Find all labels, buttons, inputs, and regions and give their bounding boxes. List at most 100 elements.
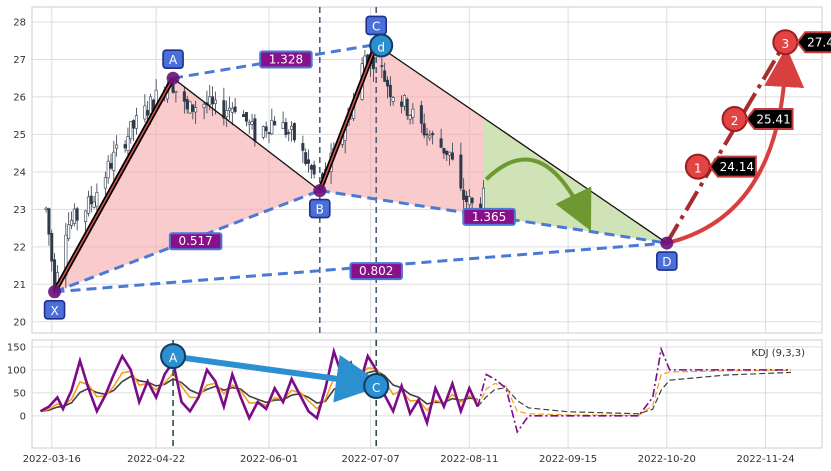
- candle-body: [225, 110, 229, 118]
- candle-body: [92, 201, 96, 208]
- candle-body: [188, 101, 192, 114]
- candle-body: [230, 108, 234, 113]
- candle-body: [467, 196, 471, 206]
- candle-body: [185, 99, 189, 110]
- candle-body: [439, 138, 443, 148]
- pattern-point-label-C: C: [372, 19, 380, 33]
- pattern-point-label-B: B: [316, 203, 324, 217]
- candle-body: [247, 122, 251, 125]
- target-value-t2: 25.41: [756, 113, 790, 127]
- candle-body: [146, 110, 150, 116]
- forecast-arrow: [484, 157, 592, 232]
- candle-body: [242, 114, 246, 118]
- dashed-bd: [319, 189, 668, 245]
- candle-body: [47, 208, 51, 235]
- candle-body: [194, 107, 198, 113]
- candle-body: [84, 210, 88, 223]
- target-number-t2: 2: [731, 114, 739, 128]
- projection-region: [483, 117, 667, 244]
- y-tick-label: 150: [7, 342, 26, 353]
- candle-body: [70, 219, 74, 226]
- candle-body: [405, 98, 409, 116]
- candle-body: [425, 133, 429, 136]
- k-forecast-line: [477, 371, 791, 415]
- candle-body: [419, 105, 423, 124]
- candle-body: [431, 133, 435, 136]
- current-point-circle: [369, 33, 394, 58]
- candle-body: [383, 70, 387, 82]
- candle-body: [123, 144, 127, 149]
- candle-body: [126, 136, 130, 151]
- candle-body: [284, 122, 288, 135]
- candle-body: [270, 120, 274, 135]
- candle-body: [281, 122, 285, 129]
- candle-body: [106, 160, 110, 179]
- ratio-label-AC: 1.328: [269, 52, 303, 66]
- target-number-t1: 1: [694, 162, 702, 176]
- candle-body: [95, 192, 99, 207]
- impulse-leg-core: [53, 77, 174, 293]
- price-grid: [32, 7, 822, 333]
- y-tick-label: 22: [13, 242, 26, 253]
- target-value-t3: 27.46: [807, 36, 831, 50]
- candle-body: [312, 164, 316, 175]
- pattern-point-box: [365, 15, 388, 36]
- target-number-t3: 3: [782, 37, 790, 51]
- indicator-y-ticks: 0 50 100 150: [7, 342, 26, 422]
- x-tick-label: 2022-03-16: [23, 454, 81, 465]
- pattern-point-box: [656, 251, 678, 271]
- candle-body: [459, 154, 463, 189]
- y-tick-label: 21: [13, 280, 26, 291]
- candle-body: [292, 123, 296, 141]
- pattern-triangle-xab: [54, 78, 320, 292]
- candle-body: [202, 103, 206, 108]
- pattern-point-label-X: X: [50, 304, 58, 318]
- candle-body: [290, 125, 294, 130]
- ratio-label-box: [349, 262, 403, 281]
- x-tick-label: 2022-10-20: [638, 454, 696, 465]
- candle-body: [422, 123, 426, 136]
- j-line: [39, 346, 479, 428]
- x-tick-label: 2022-11-24: [737, 454, 795, 465]
- candle-body: [211, 96, 215, 105]
- ratio-label-box: [259, 50, 313, 69]
- j-forecast-line: [477, 346, 791, 434]
- ratio-label-box: [168, 232, 223, 251]
- impulse-leg-core: [319, 44, 377, 191]
- candle-body: [462, 189, 466, 200]
- indicator-arrow: [184, 354, 384, 403]
- candle-body: [391, 97, 395, 102]
- ratio-label-XD: 0.802: [359, 264, 393, 278]
- candle-body: [428, 135, 432, 139]
- y-tick-label: 23: [13, 205, 26, 216]
- pattern-point-marker: [660, 236, 674, 250]
- pattern-point-box: [43, 299, 66, 320]
- candle-body: [250, 121, 254, 125]
- candle-body: [89, 195, 93, 205]
- candle-body: [222, 100, 226, 119]
- y-tick-label: 0: [20, 411, 26, 422]
- candle-body: [50, 233, 54, 262]
- indicator-point: [363, 372, 390, 399]
- candle-body: [264, 126, 268, 132]
- indicator-point-label-C: C: [372, 381, 380, 395]
- candle-body: [182, 91, 186, 102]
- candle-body: [228, 107, 232, 111]
- candle-body: [442, 148, 446, 154]
- pattern-point-marker: [313, 184, 327, 198]
- ratio-label-BD: 1.365: [472, 210, 506, 224]
- candle-body: [72, 208, 76, 224]
- indicator-overlay: AC: [160, 340, 390, 448]
- retrace-leg: [172, 77, 321, 192]
- candle-body: [253, 118, 257, 142]
- y-tick-label: 25: [13, 130, 26, 141]
- pattern-point-label-D: D: [662, 255, 671, 269]
- candle-body: [301, 143, 305, 151]
- candle-body: [408, 115, 412, 120]
- candle-body: [143, 105, 147, 120]
- y-tick-label: 20: [13, 317, 26, 328]
- y-tick-label: 100: [7, 365, 26, 376]
- kdj-lines: [39, 346, 791, 434]
- candle-body: [464, 195, 468, 203]
